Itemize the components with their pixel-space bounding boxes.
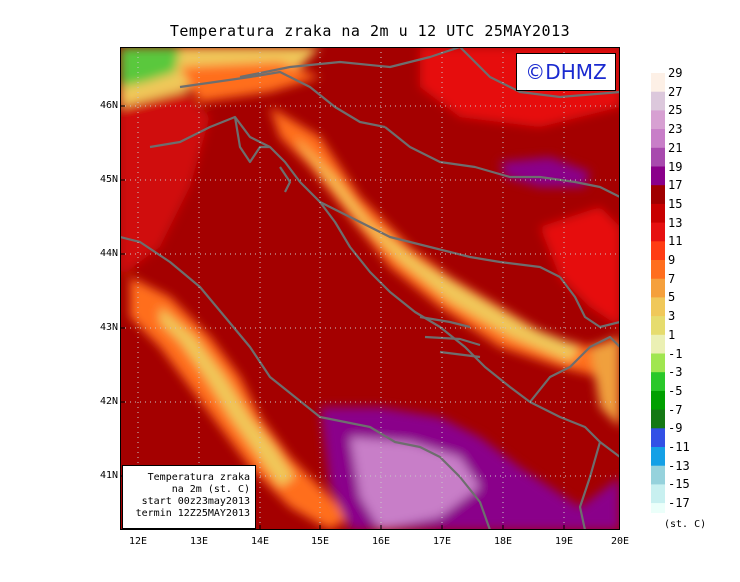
colorbar-swatch — [651, 91, 665, 111]
map-grid — [120, 47, 620, 530]
lat-label-42n: 42N — [99, 396, 118, 407]
colorbar-swatch — [651, 203, 665, 224]
info-line-2: na 2m (st. C) — [171, 484, 250, 495]
colorbar-swatch — [651, 110, 665, 130]
island-hvar — [424, 335, 481, 347]
colorbar-label: -9 — [668, 421, 683, 436]
lon-label-13e: 13E — [189, 536, 209, 547]
border-slovenia — [179, 70, 386, 129]
colorbar-swatch — [651, 334, 665, 354]
colorbar-label: -17 — [668, 496, 690, 511]
colorbar-swatch — [651, 297, 665, 317]
temperature-map — [120, 47, 620, 530]
colorbar-swatch — [651, 185, 665, 205]
temp-zone-alps-green — [120, 47, 180, 87]
colorbar-label: 11 — [668, 234, 683, 249]
colorbar-swatch — [651, 241, 665, 261]
dhmz-logo: ©DHMZ — [516, 53, 616, 91]
colorbar-label: -11 — [668, 440, 690, 454]
colorbar-swatch — [651, 409, 665, 429]
colorbar-swatch — [651, 316, 665, 336]
island-brac — [419, 315, 471, 329]
colorbar-label: 17 — [668, 178, 683, 193]
island-krk — [279, 166, 292, 193]
lon-label-18e: 18E — [493, 536, 513, 547]
colorbar-label: 15 — [668, 196, 683, 211]
lon-label-17e: 17E — [432, 536, 452, 547]
colorbar-label: -5 — [668, 383, 683, 398]
colorbar-swatch — [651, 260, 665, 280]
colorbar-label: -3 — [668, 365, 683, 380]
colorbar-swatch — [651, 390, 665, 411]
colorbar-swatch — [651, 73, 665, 93]
border-austria — [239, 47, 461, 79]
colorbar-label: 7 — [668, 271, 676, 286]
colorbar-swatch — [651, 465, 665, 485]
colorbar-label: 29 — [668, 66, 683, 80]
colorbar-swatch — [651, 147, 665, 167]
info-line-4: termin 12Z25MAY2013 — [135, 508, 250, 519]
colorbar-label: 27 — [668, 84, 683, 99]
lon-label-14e: 14E — [250, 536, 270, 547]
info-line-3: start 00z23may2013 — [141, 496, 250, 507]
colorbar-label: 25 — [668, 103, 683, 118]
colorbar-swatch — [651, 484, 665, 504]
temp-zone-west — [120, 87, 210, 277]
temp-zone-ne-purple — [500, 157, 590, 187]
border-montenegro — [529, 335, 620, 403]
lat-label-43n: 43N — [99, 322, 118, 333]
colorbar-label: 9 — [668, 253, 676, 267]
lon-label-12e: 12E — [128, 536, 148, 547]
colorbar-label: 21 — [668, 140, 683, 155]
colorbar-label: 3 — [668, 309, 676, 324]
colorbar-unit: (st. C) — [664, 519, 707, 530]
colorbar-label: 19 — [668, 159, 683, 174]
colorbar-swatch — [651, 222, 665, 242]
coastline-adriatic-north — [149, 115, 620, 458]
colorbar-label: -1 — [668, 346, 683, 361]
lat-label-44n: 44N — [99, 248, 118, 259]
colorbar-swatch — [651, 278, 665, 298]
island-korcula — [439, 350, 481, 359]
colorbar-swatch — [651, 372, 665, 392]
border-croatia-north — [384, 126, 620, 198]
lat-label-41n: 41N — [99, 470, 118, 481]
lon-label-20e: 20E — [610, 536, 630, 547]
lon-label-19e: 19E — [554, 536, 574, 547]
colorbar-swatch — [651, 166, 665, 186]
info-box: Temperatura zraka na 2m (st. C) start 00… — [122, 465, 256, 529]
colorbar-swatch — [651, 428, 665, 448]
lon-label-15e: 15E — [310, 536, 330, 547]
border-albania — [578, 441, 602, 530]
colorbar-label: 5 — [668, 290, 676, 305]
border-bosnia — [319, 201, 561, 278]
colorbar-swatch — [651, 447, 665, 467]
lat-label-46n: 46N — [99, 100, 118, 111]
colorbar-label: 1 — [668, 327, 676, 342]
border-hungary — [459, 47, 620, 99]
colorbar-swatch — [651, 353, 665, 373]
border-serbia — [559, 276, 620, 329]
map-frame — [120, 47, 620, 530]
colorbar-label: -7 — [668, 402, 683, 417]
info-line-1: Temperatura zraka — [147, 472, 250, 483]
lat-label-45n: 45N — [99, 174, 118, 185]
colorbar-swatch — [651, 503, 665, 513]
colorbar-swatch — [651, 129, 665, 149]
colorbar-label: -13 — [668, 458, 690, 473]
colorbar — [651, 73, 665, 513]
lon-label-16e: 16E — [371, 536, 391, 547]
map-title: Temperatura zraka na 2m u 12 UTC 25MAY20… — [169, 22, 571, 40]
coastline-istria — [233, 116, 270, 164]
colorbar-label: -15 — [668, 477, 690, 492]
colorbar-label: 23 — [668, 122, 683, 137]
colorbar-label: 13 — [668, 215, 683, 230]
